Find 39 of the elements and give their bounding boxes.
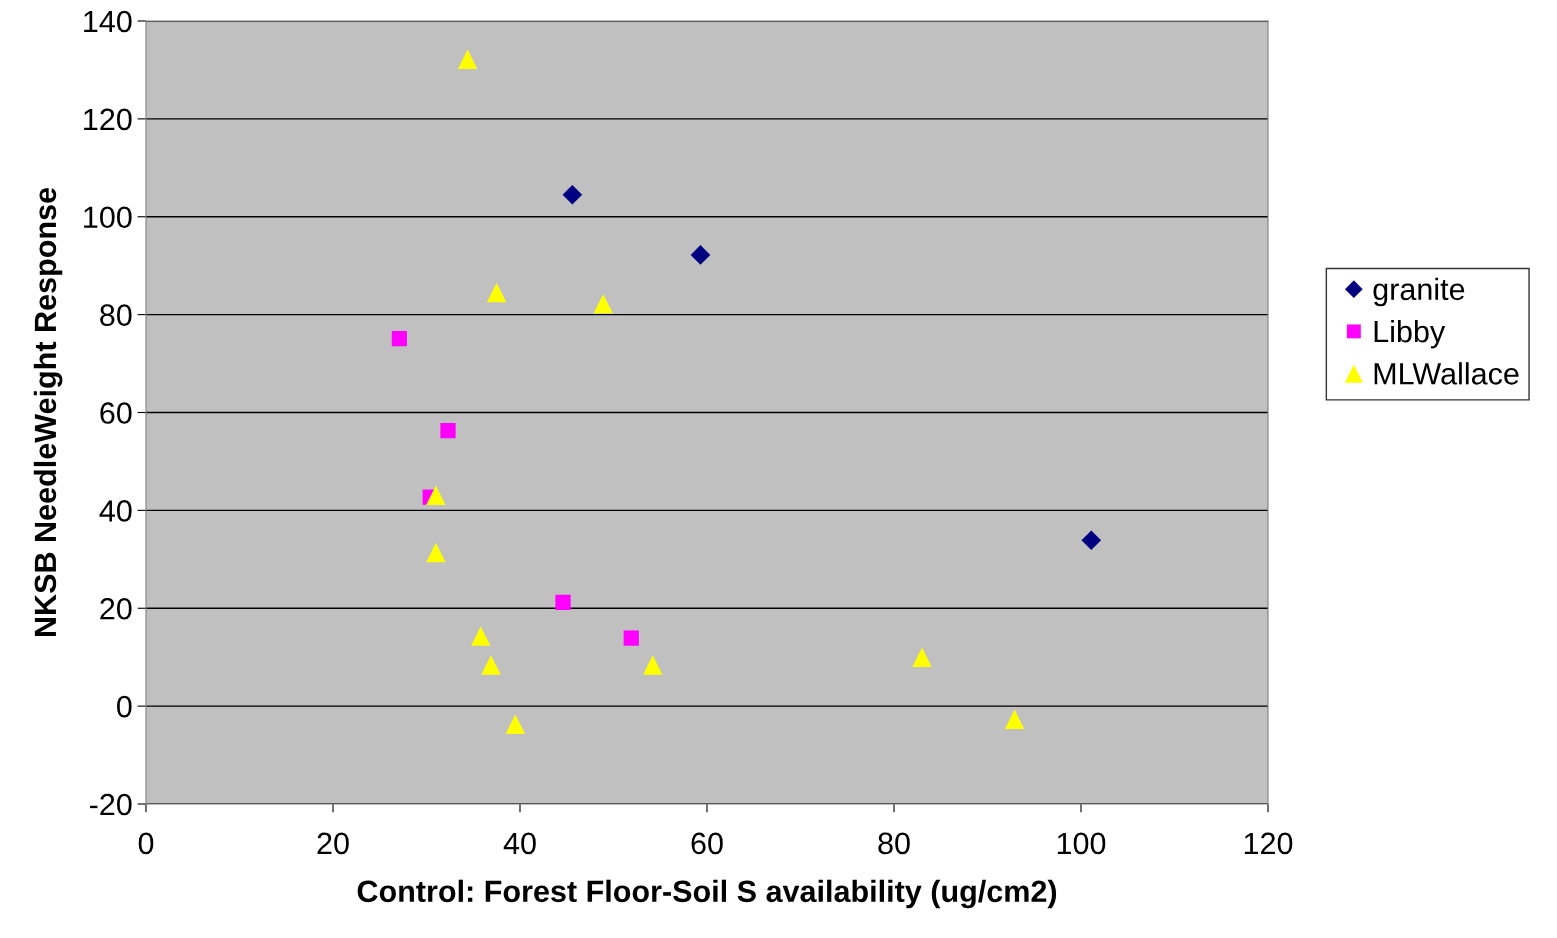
x-tick-label: 40 — [503, 832, 536, 855]
y-tick-label: 0 — [117, 695, 132, 718]
y-tick-label: 20 — [100, 597, 132, 620]
x-tick-label: 80 — [878, 832, 910, 855]
point — [440, 422, 456, 439]
point — [1081, 530, 1102, 551]
point — [643, 655, 663, 675]
point — [426, 485, 446, 505]
legend-label: granite — [1373, 277, 1465, 307]
y-tick-label: 40 — [99, 500, 132, 522]
x-tick-label: 120 — [1244, 832, 1293, 855]
x-axis-title: Control: Forest Floor-Soil S availability (ug/cm2) — [357, 879, 1057, 909]
legend-label: Libby — [1374, 319, 1446, 349]
x-tick-label: 20 — [317, 832, 349, 855]
point — [426, 542, 446, 563]
point — [562, 184, 583, 205]
point — [912, 647, 932, 667]
x-tick-label: 0 — [138, 832, 154, 855]
point — [391, 330, 408, 347]
y-tick-label: 100 — [84, 206, 132, 229]
point — [481, 655, 501, 675]
y-tick-label: -20 — [90, 793, 132, 816]
point — [623, 630, 639, 646]
y-tick-label: 80 — [100, 304, 132, 326]
point — [555, 594, 571, 611]
point — [471, 626, 491, 646]
x-tick-label: 60 — [691, 832, 723, 855]
y-tick-label: 60 — [100, 402, 132, 424]
point — [690, 245, 711, 265]
y-axis-title: NKSB NeedleWeight Response — [33, 187, 63, 636]
point — [457, 49, 478, 69]
legend-label: MLWallace — [1374, 362, 1519, 385]
x-tick-label: 100 — [1057, 832, 1106, 855]
point — [1004, 709, 1025, 730]
y-tick-label: 120 — [84, 108, 132, 131]
point — [486, 282, 507, 303]
y-tick-label: 140 — [84, 10, 132, 33]
point — [593, 294, 613, 314]
point — [505, 714, 526, 734]
